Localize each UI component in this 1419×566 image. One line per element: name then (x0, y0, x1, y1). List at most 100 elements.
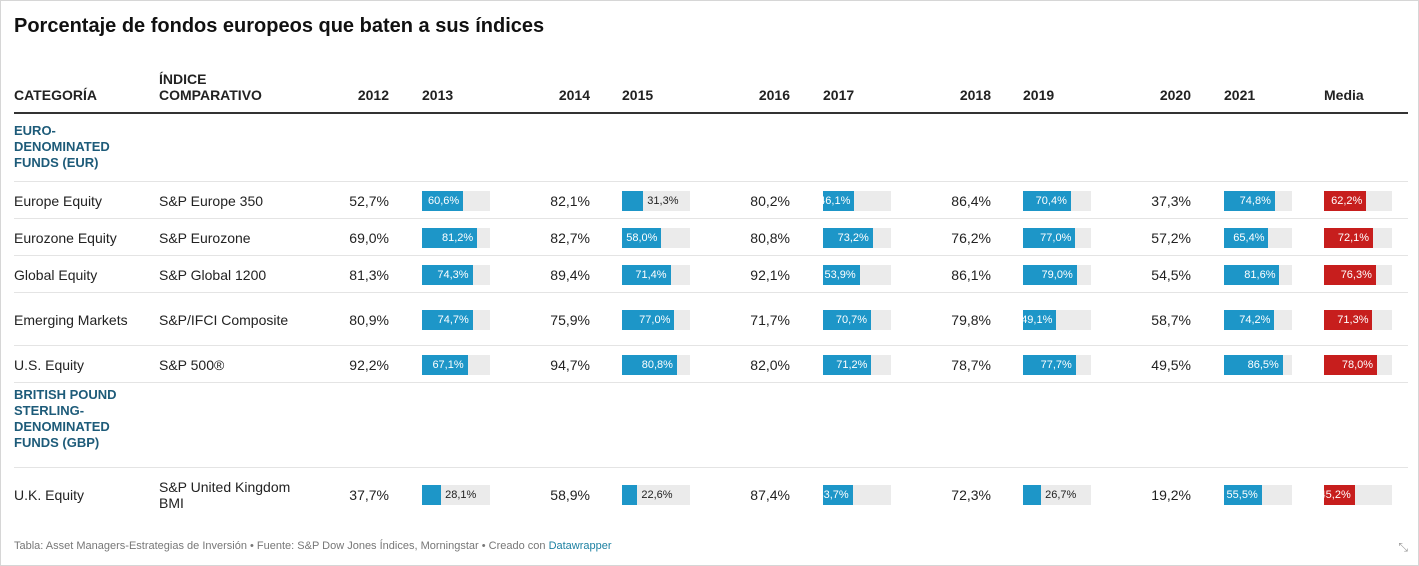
bar-track: 55,5% (1224, 485, 1292, 505)
bar (1224, 227, 1269, 248)
bar (622, 227, 662, 248)
column-header: 2021 (1224, 87, 1256, 103)
bar-label: 76,3% (1340, 268, 1372, 281)
bar (622, 354, 677, 375)
bar-track: 81,2% (422, 227, 490, 248)
bar-label: 78,0% (1341, 358, 1374, 371)
bar-label: 49,1% (1021, 313, 1053, 326)
bar (422, 264, 473, 285)
bar (622, 264, 671, 285)
number-cell: 87,4% (750, 487, 790, 503)
bar (1324, 309, 1373, 330)
bar-label: 55,5% (1226, 489, 1258, 501)
bar-label: 65,4% (1233, 231, 1265, 244)
bar-label: 62,2% (1331, 194, 1363, 207)
bar-track: 72,1% (1324, 227, 1392, 248)
column-header: 2014 (558, 87, 590, 103)
bar-track: 71,2% (823, 354, 891, 375)
bar-label: 31,3% (647, 194, 679, 207)
group-label: EURO-DENOMINATED FUNDS (EUR) (14, 123, 110, 170)
bar (1023, 227, 1076, 248)
bar-label: 45,2% (1319, 489, 1351, 501)
row-rule (14, 467, 1408, 468)
bar-track: 86,5% (1224, 354, 1292, 375)
bar-track: 74,7% (422, 309, 490, 330)
bar (1324, 227, 1374, 248)
number-cell: 71,7% (750, 311, 790, 328)
footer-text: Tabla: Asset Managers-Estrategias de Inv… (14, 540, 546, 552)
bar-track: 49,1% (1021, 309, 1091, 330)
bar (823, 354, 872, 375)
number-cell: 82,7% (550, 229, 590, 246)
bar-track: 77,7% (1023, 354, 1091, 375)
column-header: 2017 (823, 87, 855, 103)
bar (422, 485, 442, 505)
number-cell: 92,2% (349, 356, 389, 373)
bar-label: 74,8% (1239, 194, 1271, 207)
bar (1324, 354, 1378, 375)
bar-label: 43,7% (817, 489, 849, 501)
bar (622, 190, 644, 211)
bar (823, 190, 855, 211)
bar (622, 485, 638, 505)
number-cell: 82,0% (750, 356, 790, 373)
bar (823, 485, 853, 505)
number-cell: 82,1% (550, 192, 590, 209)
text-cell: S&P Eurozone (159, 229, 251, 246)
bar (823, 309, 872, 330)
number-cell: 58,9% (550, 487, 590, 503)
bar-label: 71,4% (635, 268, 667, 281)
text-cell: S&P/IFCI Composite (159, 311, 289, 328)
bar (622, 309, 675, 330)
number-cell: 89,4% (550, 266, 590, 283)
bar-track: 71,4% (622, 264, 690, 285)
number-cell: 76,2% (951, 229, 991, 246)
bar-track: 31,3% (622, 190, 690, 211)
bar (1023, 264, 1077, 285)
bar-label: 22,6% (641, 489, 673, 501)
bar-label: 71,2% (836, 358, 868, 371)
bar-track: 71,3% (1324, 309, 1392, 330)
number-cell: 80,2% (750, 192, 790, 209)
bar-track: 76,3% (1324, 264, 1392, 285)
bar-track: 79,0% (1023, 264, 1091, 285)
bar-track: 26,7% (1023, 485, 1091, 505)
bar-track: 78,0% (1324, 354, 1392, 375)
bar (1224, 309, 1275, 330)
bar-label: 28,1% (445, 489, 477, 501)
bar (422, 354, 468, 375)
bar-track: 70,7% (823, 309, 891, 330)
number-cell: 57,2% (1151, 229, 1191, 246)
number-cell: 81,3% (349, 266, 389, 283)
column-header: Media (1324, 87, 1364, 103)
text-cell: Emerging Markets (14, 311, 128, 328)
bar-track: 28,1% (422, 485, 490, 505)
column-header: 2018 (959, 87, 991, 103)
row-rule (14, 218, 1408, 219)
bar (1224, 190, 1275, 211)
footer-link[interactable]: Datawrapper (548, 540, 612, 552)
bar-label: 74,2% (1239, 313, 1271, 326)
row-rule (14, 255, 1408, 256)
number-cell: 54,5% (1151, 266, 1191, 283)
row-rule (14, 181, 1408, 182)
bar-track: 77,0% (1023, 227, 1091, 248)
bar (1023, 354, 1076, 375)
bar (1224, 354, 1283, 375)
bar (1324, 485, 1355, 505)
number-cell: 58,7% (1151, 311, 1191, 328)
column-header: ÍNDICE COMPARATIVO (159, 71, 262, 103)
number-cell: 80,8% (750, 229, 790, 246)
bar (422, 190, 464, 211)
bar-track: 74,8% (1224, 190, 1292, 211)
bar-track: 58,0% (622, 227, 690, 248)
number-cell: 72,3% (951, 487, 991, 503)
bar-label: 70,4% (1035, 194, 1067, 207)
bar-label: 46,1% (819, 194, 851, 207)
bar-label: 81,2% (442, 231, 474, 244)
bar (1324, 190, 1367, 211)
bar-label: 86,5% (1247, 358, 1279, 371)
column-header: 2019 (1023, 87, 1055, 103)
